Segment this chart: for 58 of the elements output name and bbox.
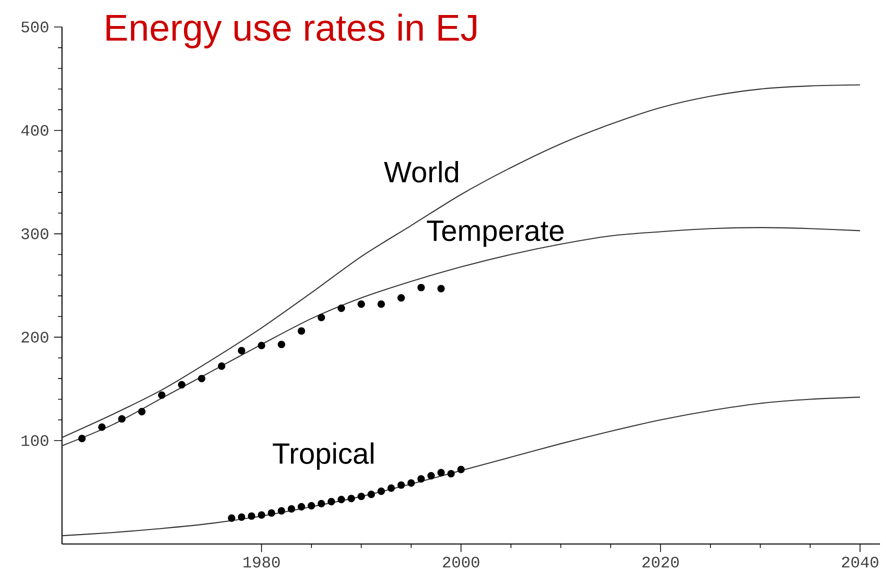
chart-title: Energy use rates in EJ	[106, 14, 476, 48]
line-series	[61, 396, 861, 536]
x-tick-label: 2040	[842, 556, 878, 568]
point	[238, 513, 246, 521]
point	[178, 381, 186, 388]
point	[377, 488, 385, 495]
point	[268, 509, 276, 517]
point	[318, 314, 326, 322]
line-series	[61, 84, 861, 438]
x-tick-label: 1980	[243, 556, 280, 568]
y-tick-label: 200	[22, 332, 48, 343]
x-tick-label: 2000	[442, 556, 480, 568]
point	[427, 472, 435, 480]
point	[118, 415, 126, 423]
point	[397, 481, 405, 489]
point	[447, 470, 455, 478]
point	[358, 492, 366, 500]
point	[387, 484, 395, 492]
point	[158, 391, 166, 399]
series-label: Tropical	[272, 442, 374, 470]
point	[437, 468, 445, 476]
point	[417, 284, 425, 292]
point	[298, 327, 306, 335]
point	[278, 507, 286, 515]
point	[78, 434, 86, 442]
point	[377, 300, 385, 308]
series-label: Temperate	[426, 220, 564, 247]
point	[138, 408, 146, 416]
point	[397, 294, 405, 302]
point	[348, 494, 356, 502]
point	[407, 479, 415, 487]
point	[338, 304, 346, 312]
y-tick-label: 300	[22, 228, 48, 240]
series-label: World	[384, 160, 458, 183]
point	[258, 511, 266, 519]
point	[98, 423, 106, 431]
y-tick-label: 400	[21, 124, 48, 136]
y-tick-label: 100	[22, 435, 48, 446]
y-tick-label: 500	[22, 22, 48, 32]
point	[437, 284, 445, 292]
point	[218, 362, 226, 370]
point	[228, 514, 236, 522]
point	[457, 466, 465, 474]
point	[328, 498, 336, 506]
point	[238, 346, 246, 354]
point	[288, 505, 296, 513]
point	[338, 496, 346, 504]
point	[308, 502, 316, 510]
point	[248, 512, 256, 520]
point	[417, 475, 425, 483]
point	[278, 340, 286, 348]
x-tick-label: 2020	[642, 556, 679, 568]
point	[198, 374, 206, 382]
point	[298, 503, 306, 510]
point	[258, 342, 266, 350]
point	[368, 490, 375, 498]
point	[318, 500, 326, 508]
point	[358, 300, 366, 308]
